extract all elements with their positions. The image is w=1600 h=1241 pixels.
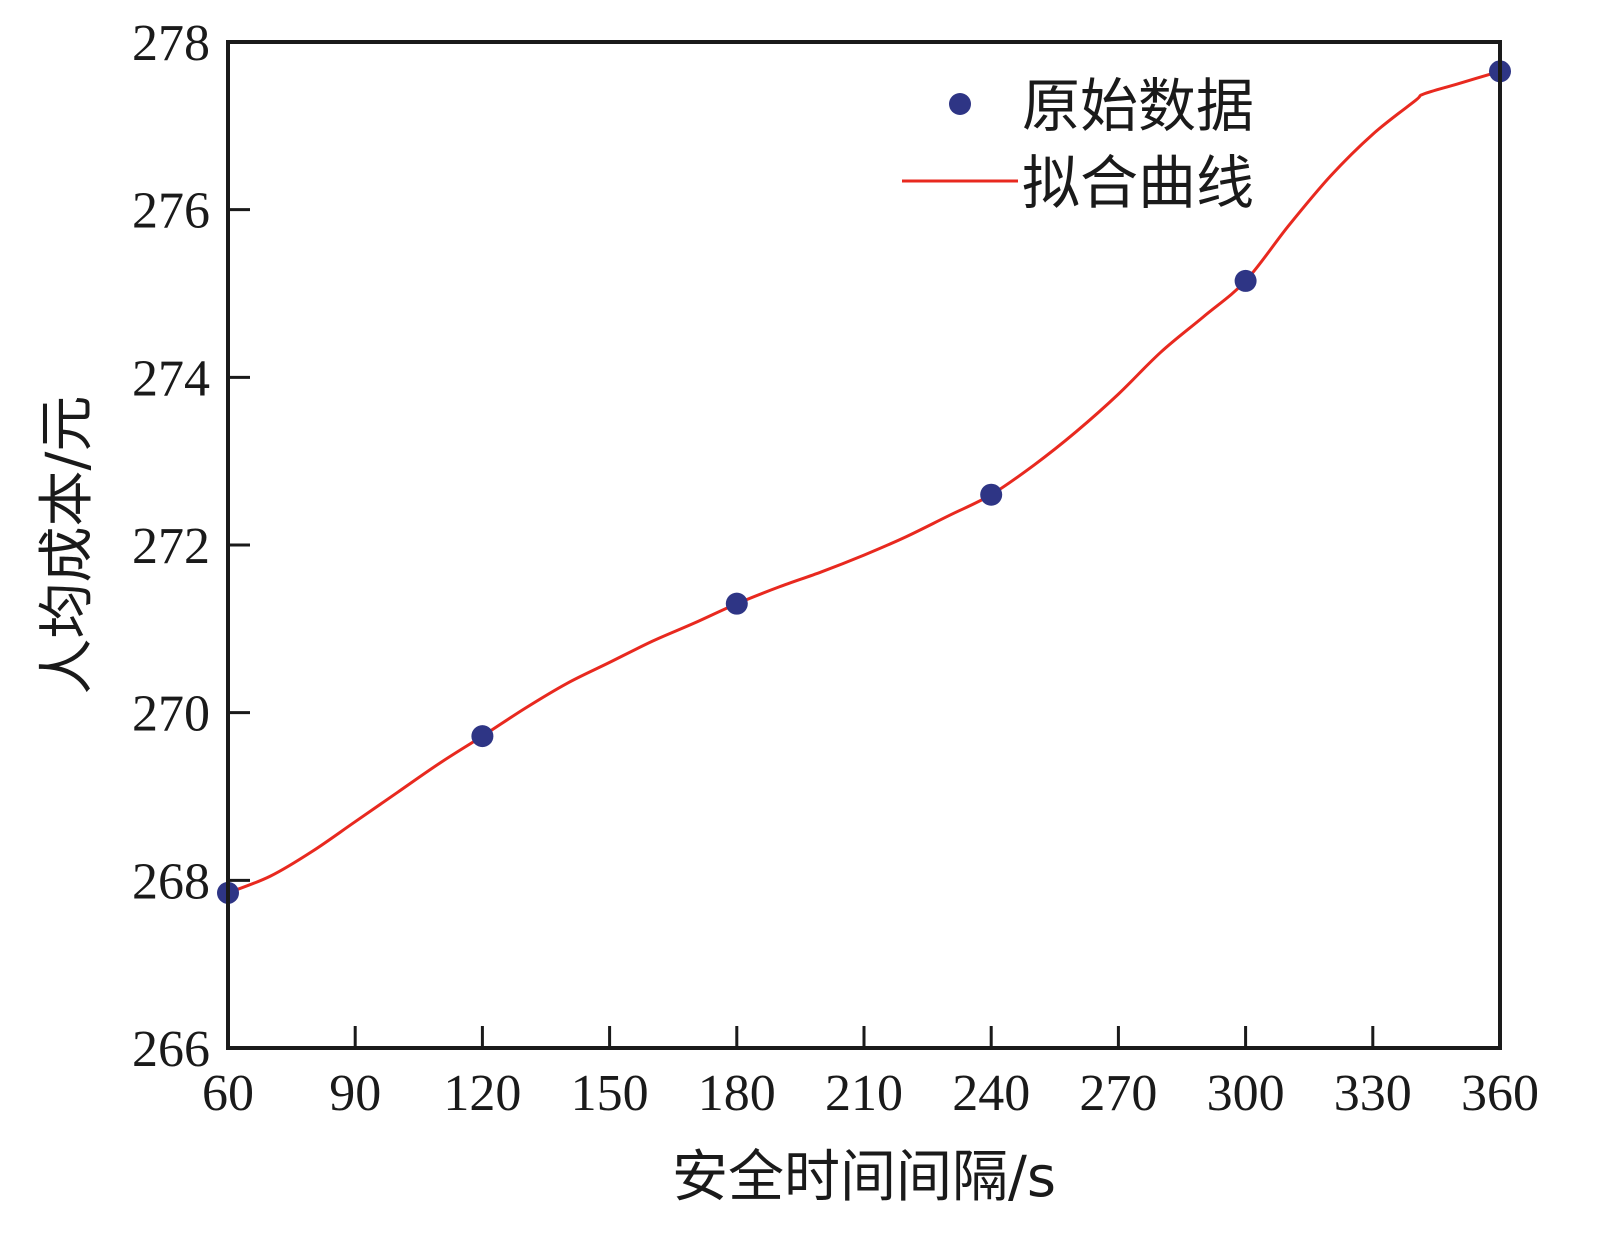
- x-tick-label: 330: [1334, 1065, 1412, 1122]
- data-points: [217, 60, 1511, 904]
- legend: 原始数据 拟合曲线: [902, 72, 1254, 217]
- x-tick-label: 210: [825, 1065, 903, 1122]
- legend-scatter-marker: [949, 93, 971, 115]
- x-tick-label: 360: [1461, 1065, 1539, 1122]
- y-tick-label: 274: [132, 350, 210, 407]
- legend-label-fit-curve: 拟合曲线: [1022, 149, 1254, 217]
- x-axis-title: 安全时间间隔/s: [672, 1145, 1056, 1210]
- y-tick-label: 272: [132, 518, 210, 575]
- x-tick-label: 150: [571, 1065, 649, 1122]
- y-tick-label: 268: [132, 853, 210, 910]
- y-tick-label: 270: [132, 686, 210, 743]
- y-tick-label: 266: [132, 1021, 210, 1078]
- y-tick-label: 276: [132, 183, 210, 240]
- x-tick-label: 270: [1079, 1065, 1157, 1122]
- legend-label-raw-data: 原始数据: [1022, 72, 1254, 140]
- plot-frame: [226, 40, 1502, 1050]
- y-tick-label: 278: [132, 15, 210, 72]
- tick-labels: 60 90 120 150 180 210 240 270 300 330 360 266 268 270…: [132, 15, 1539, 1122]
- x-tick-label: 90: [329, 1065, 381, 1122]
- x-tick-label: 60: [202, 1065, 254, 1122]
- data-point: [980, 483, 1003, 506]
- x-tick-label: 300: [1207, 1065, 1285, 1122]
- data-point: [471, 725, 494, 748]
- y-axis-title: 人均成本/元: [35, 396, 100, 695]
- axis-ticks: [226, 40, 1502, 1050]
- x-tick-label: 240: [952, 1065, 1030, 1122]
- x-tick-label: 120: [443, 1065, 521, 1122]
- x-tick-label: 180: [698, 1065, 776, 1122]
- data-point: [725, 592, 748, 615]
- data-point: [1234, 269, 1257, 292]
- fit-curve: [227, 69, 1501, 895]
